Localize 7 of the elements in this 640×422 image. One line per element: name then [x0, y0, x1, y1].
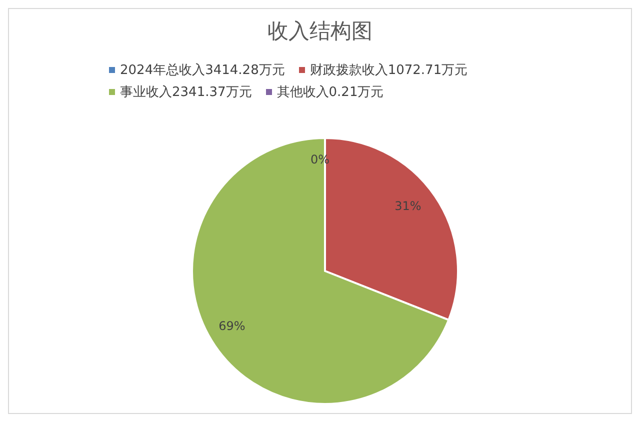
legend-label: 财政拨款收入1072.71万元	[308, 62, 468, 79]
legend-label: 事业收入2341.37万元	[119, 84, 252, 101]
data-label: 69%	[218, 318, 246, 333]
legend-label: 其他收入0.21万元	[276, 84, 384, 101]
data-label: 31%	[394, 199, 422, 214]
legend-label: 2024年总收入3414.28万元	[119, 62, 285, 79]
chart-title: 收入结构图	[266, 18, 374, 45]
